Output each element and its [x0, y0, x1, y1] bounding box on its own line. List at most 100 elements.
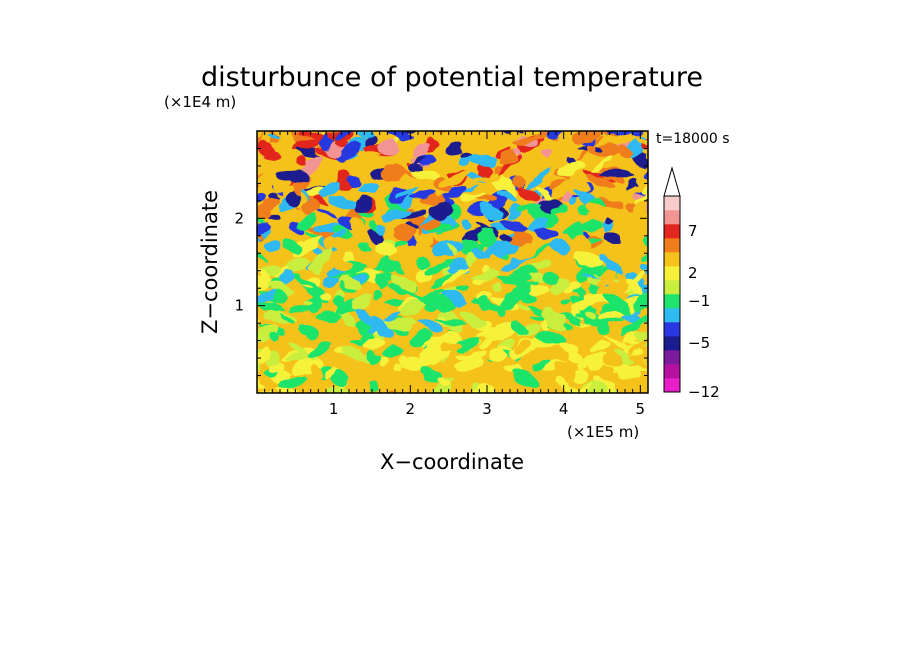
contour-patch — [353, 196, 373, 214]
contour-patch — [283, 257, 310, 274]
contour-patch — [420, 229, 436, 246]
contour-patch — [280, 313, 295, 324]
contour-patch — [444, 243, 458, 255]
colorbar: 7 2 −1 −5 −12 — [663, 166, 720, 401]
contour-patch — [391, 274, 417, 292]
contour-patch — [429, 202, 452, 222]
contour-patch — [633, 204, 648, 216]
y-tick-label: 1 — [234, 297, 244, 315]
contour-patch — [276, 169, 310, 184]
contour-patch — [257, 374, 266, 393]
colorbar-swatch — [664, 266, 680, 281]
contour-patch — [516, 205, 544, 212]
colorbar-label: −1 — [688, 292, 710, 310]
contour-patch — [329, 196, 359, 209]
colorbar-swatch — [664, 238, 680, 253]
contour-patch — [420, 221, 441, 229]
plot-frame — [256, 130, 649, 394]
contour-patch — [565, 280, 582, 294]
contour-patch — [451, 112, 480, 131]
contour-patch — [526, 167, 553, 190]
contour-patch — [288, 274, 319, 288]
contour-patch — [477, 194, 498, 200]
contour-patch — [572, 334, 588, 348]
contour-patch — [478, 301, 505, 312]
contour-patch — [400, 287, 429, 303]
colorbar-frame — [663, 195, 681, 393]
x-tick-label: 1 — [329, 400, 339, 418]
contour-patch — [625, 389, 647, 393]
contour-patch — [429, 120, 459, 127]
contour-patch — [409, 169, 441, 181]
contour-patch — [287, 342, 307, 356]
contour-patch — [603, 352, 623, 368]
colorbar-label: 2 — [688, 264, 698, 282]
contour-patch — [293, 182, 303, 198]
contour-patch — [282, 239, 302, 256]
contour-patch — [647, 305, 661, 320]
contour-patch — [586, 202, 614, 219]
contour-patch — [629, 365, 647, 372]
contour-patch — [454, 283, 469, 292]
colorbar-swatch — [664, 378, 680, 393]
contour-patch — [429, 273, 452, 290]
contour-patch — [320, 292, 332, 301]
contour-patch — [411, 118, 445, 126]
contour-patch — [541, 308, 567, 332]
contour-patch — [500, 131, 522, 143]
contour-patch — [478, 229, 497, 246]
contour-patch — [535, 186, 553, 202]
contour-patch — [320, 180, 341, 199]
contour-patch — [517, 187, 540, 202]
contour-patch — [460, 311, 486, 329]
contour-patch — [559, 381, 579, 393]
contour-patch — [499, 149, 518, 166]
colorbar-swatch — [664, 350, 680, 365]
colorbar-swatch — [664, 252, 680, 267]
contour-patch — [513, 340, 530, 355]
contour-patch — [621, 315, 647, 337]
colorbar-swatch — [664, 322, 680, 337]
contour-patch — [613, 349, 633, 365]
contour-patch — [335, 346, 345, 354]
contour-patch — [618, 143, 632, 158]
contour-patch — [492, 174, 516, 198]
contour-patch — [426, 258, 454, 276]
contour-patch — [375, 223, 387, 236]
contour-patch — [417, 257, 430, 271]
contour-patch — [399, 298, 426, 315]
contour-patch — [387, 131, 412, 142]
contour-patch — [577, 353, 597, 368]
contour-patch — [555, 361, 575, 380]
x-tick-label: 5 — [636, 400, 646, 418]
contour-patch — [441, 358, 455, 372]
contour-patch — [639, 264, 648, 283]
contour-patch — [501, 396, 523, 402]
contour-patch — [272, 288, 288, 304]
contour-patch — [473, 175, 502, 183]
contour-patch — [364, 134, 377, 146]
y-tick-label: 2 — [234, 209, 244, 227]
contour-patch — [461, 219, 473, 230]
contour-patch — [268, 281, 294, 295]
contour-patch — [332, 363, 358, 385]
contour-patch — [423, 294, 456, 312]
contour-patch — [510, 369, 533, 387]
contour-patch — [589, 341, 609, 352]
contour-patch — [379, 357, 389, 367]
contour-patch — [439, 341, 462, 352]
contour-patch — [506, 204, 522, 219]
contour-patch — [270, 387, 296, 393]
contour-patch — [534, 226, 559, 239]
contour-patch — [517, 397, 550, 408]
contour-patch — [571, 234, 592, 251]
contour-patch — [265, 238, 281, 252]
contour-patch — [359, 183, 379, 193]
colorbar-label: 7 — [688, 222, 698, 240]
contour-patch — [462, 237, 479, 250]
contour-patch — [337, 215, 356, 231]
colorbar-swatch — [664, 364, 680, 379]
contour-patch — [622, 211, 635, 220]
contour-patch — [472, 249, 489, 261]
contour-patch — [383, 345, 402, 359]
